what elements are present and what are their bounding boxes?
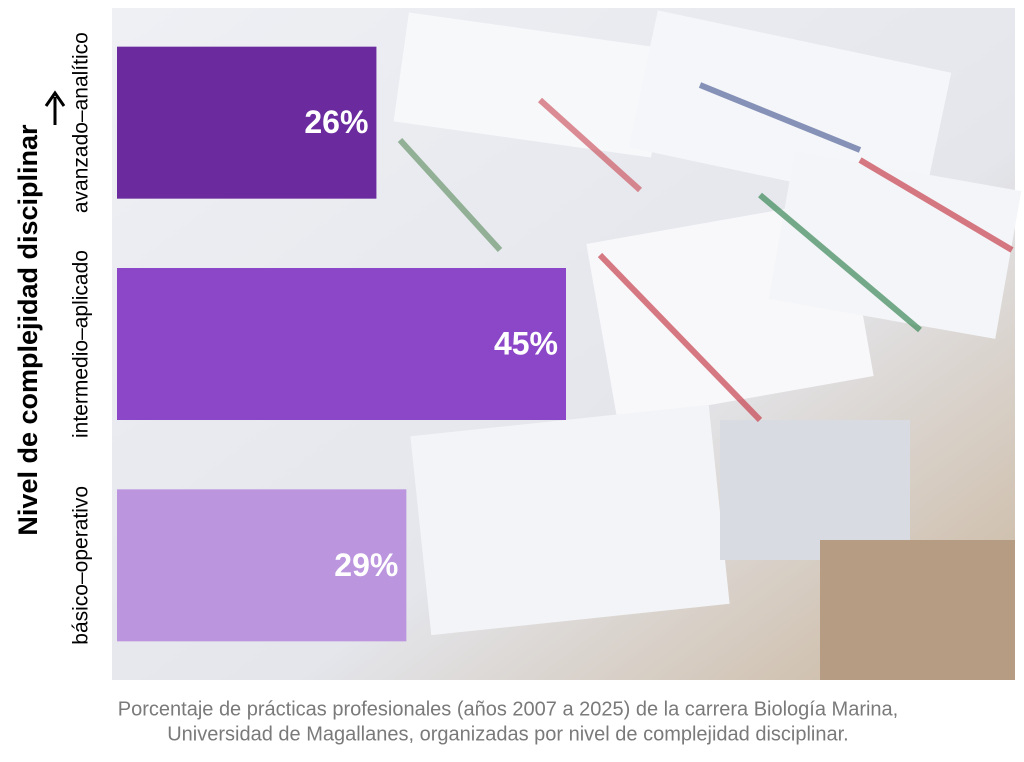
caption: Porcentaje de prácticas profesionales (a… — [118, 698, 898, 720]
value-label: 29% — [334, 547, 398, 583]
bar — [117, 268, 566, 420]
bar — [117, 489, 407, 642]
background-photo — [112, 8, 1022, 680]
category-label: avanzado–analítico — [70, 32, 93, 213]
axis-arrow-head — [44, 90, 66, 107]
category-label: básico–operativo — [70, 486, 93, 645]
category-label: intermedio–aplicado — [70, 250, 93, 438]
value-label: 45% — [494, 325, 558, 361]
caption: Universidad de Magallanes, organizadas p… — [167, 723, 849, 745]
y-axis-title: Nivel de complejidad disciplinar — [13, 124, 43, 536]
value-label: 26% — [304, 104, 368, 140]
bar — [117, 46, 377, 199]
